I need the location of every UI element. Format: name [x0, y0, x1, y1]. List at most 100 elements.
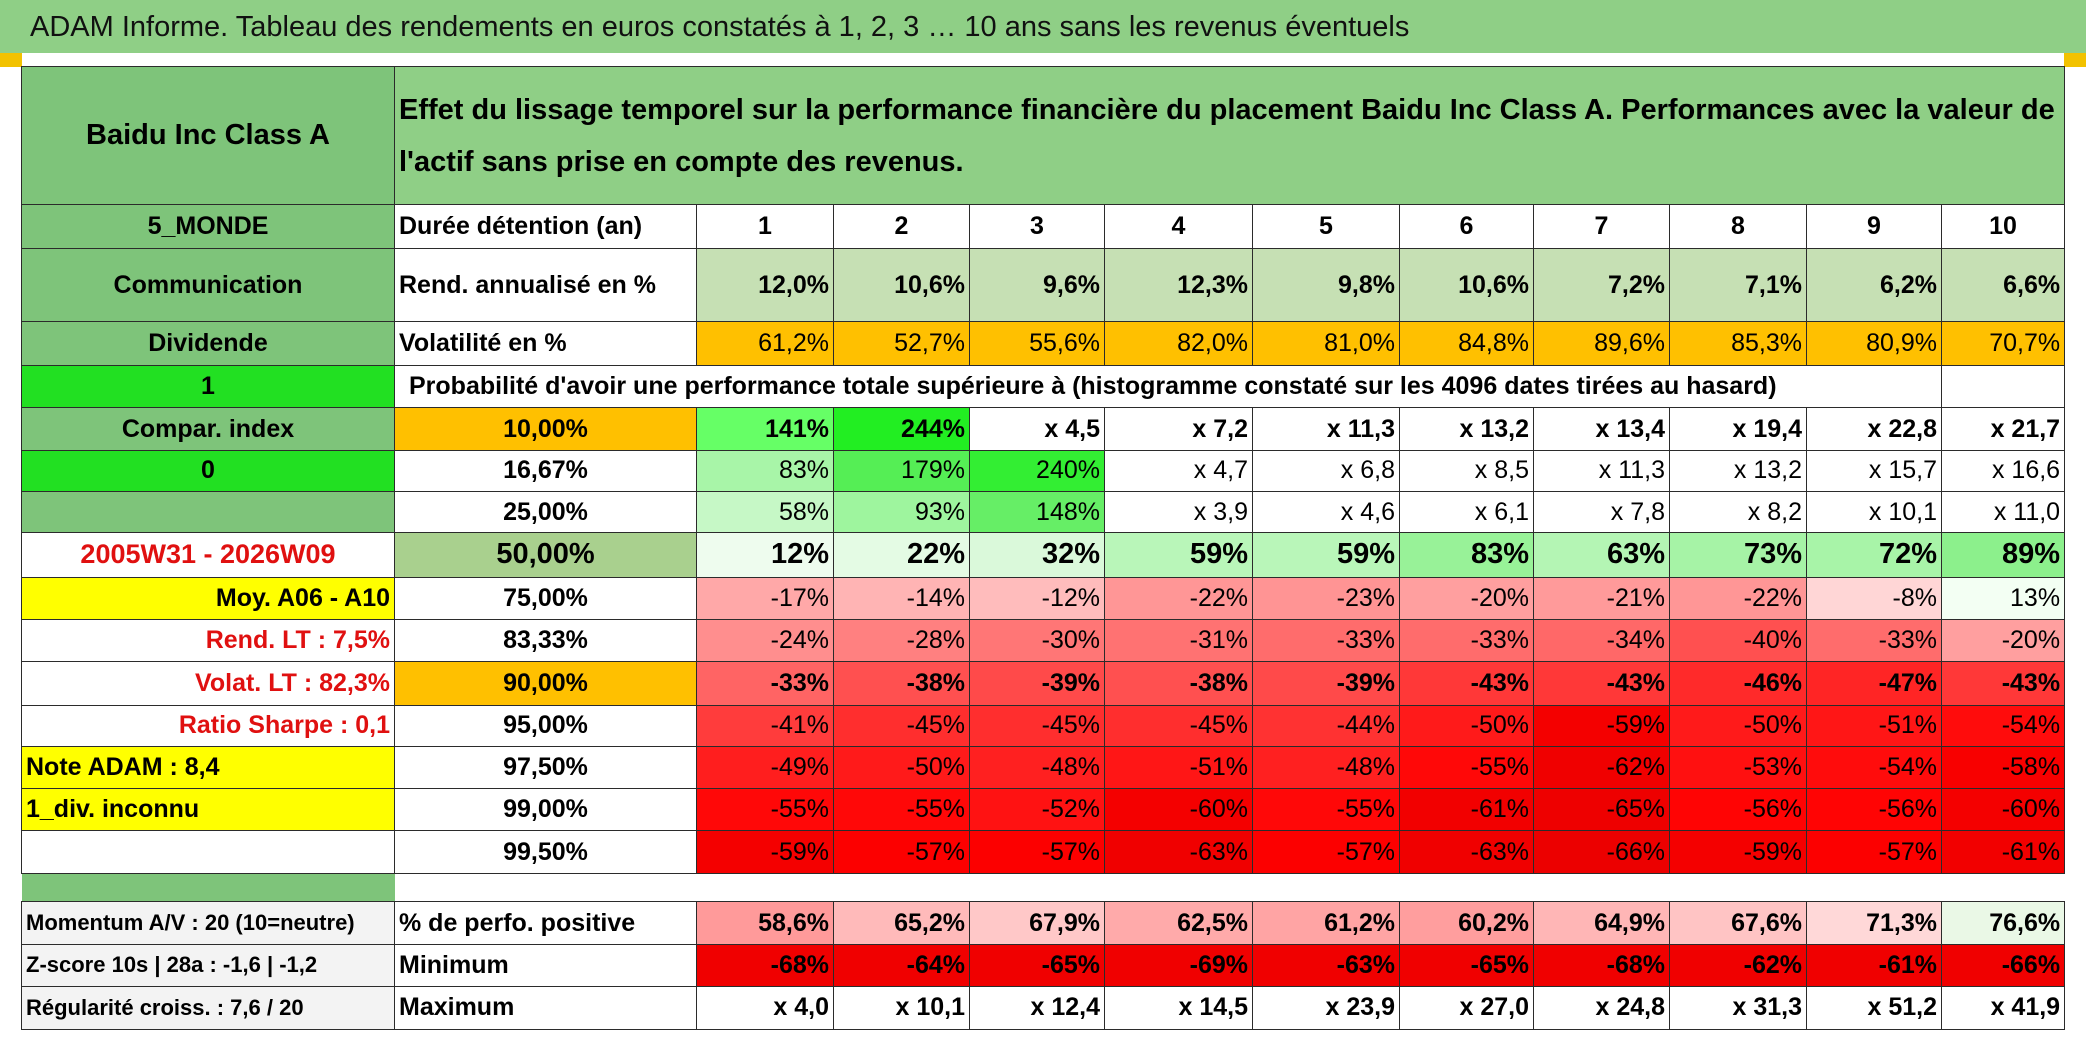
minimum-value: -65% [969, 944, 1105, 987]
note-adam-cell: Note ADAM : 8,4 [21, 745, 395, 790]
probability-value: -50% [1399, 704, 1534, 747]
probability-value: x 10,1 [1806, 491, 1942, 534]
year-header: 2 [833, 203, 970, 250]
probability-value: -52% [969, 788, 1105, 832]
compar-index-cell[interactable]: Compar. index [21, 407, 395, 451]
probability-value: -54% [1806, 745, 1942, 790]
probability-value: 72% [1806, 532, 1942, 578]
probability-value: -51% [1806, 704, 1942, 747]
volatilite-value: 80,9% [1806, 320, 1942, 367]
probability-value: -23% [1252, 576, 1400, 620]
spacer-row [21, 872, 2065, 902]
footer-row: Régularité croiss. : 7,6 / 20 Maximum x 4,… [21, 985, 2066, 1031]
threshold-cell: 10,00% [394, 407, 697, 451]
minimum-value: -68% [696, 944, 834, 987]
asset-name-cell[interactable]: Baidu Inc Class A [21, 66, 395, 205]
probability-value: x 4,5 [969, 407, 1105, 451]
income-type-cell[interactable]: Dividende [21, 320, 395, 367]
probability-value: 13% [1940, 576, 2066, 620]
volatilite-value: 84,8% [1399, 320, 1534, 367]
year-header: 1 [696, 203, 834, 250]
rendement-value: 6,2% [1806, 248, 1942, 322]
probability-value: -31% [1104, 618, 1253, 663]
probability-value: -33% [696, 661, 834, 706]
probability-value: 73% [1669, 532, 1807, 578]
rendement-value: 10,6% [833, 248, 970, 322]
minimum-value: -68% [1533, 944, 1670, 987]
probability-value: x 19,4 [1669, 407, 1807, 451]
probability-value: -57% [969, 830, 1105, 874]
probability-value: x 11,3 [1252, 407, 1400, 451]
flag-zero-cell[interactable]: 0 [21, 449, 395, 493]
probability-value: x 7,8 [1533, 491, 1670, 534]
probability-value: -20% [1399, 576, 1534, 620]
probability-value: -63% [1399, 830, 1534, 874]
year-header: 9 [1806, 203, 1942, 250]
probability-value: x 4,7 [1104, 449, 1253, 493]
probability-value: -59% [696, 830, 834, 874]
probability-value: x 11,3 [1533, 449, 1670, 493]
probability-row: 1_div. inconnu 99,00% -55% -55% -52% -60% -55%… [21, 788, 2066, 832]
div-info-cell: 1_div. inconnu [21, 788, 395, 832]
frame-corner-right [2064, 53, 2086, 67]
year-header: 3 [969, 203, 1105, 250]
positive-value: 65,2% [833, 900, 970, 946]
rendement-value: 10,6% [1399, 248, 1534, 322]
spacer-cell [394, 872, 2065, 902]
threshold-cell: 16,67% [394, 449, 697, 493]
probability-value: -43% [1940, 661, 2066, 706]
frame-corner-left [0, 53, 22, 67]
rendement-value: 9,8% [1252, 248, 1400, 322]
threshold-cell: 90,00% [394, 661, 697, 706]
maximum-value: x 10,1 [833, 985, 970, 1031]
probability-row: Note ADAM : 8,4 97,50% -49% -50% -48% -51% -48… [21, 745, 2066, 790]
probability-value: -56% [1669, 788, 1807, 832]
positive-value: 61,2% [1252, 900, 1400, 946]
threshold-cell: 99,00% [394, 788, 697, 832]
spacer-green-cell [21, 873, 395, 902]
probability-value: -40% [1669, 618, 1807, 663]
probability-row: 2005W31 - 2026W09 50,00% 12% 22% 32% 59% 59% 83… [21, 532, 2066, 578]
volatilite-label: Volatilité en % [394, 320, 697, 367]
probability-value: -60% [1104, 788, 1253, 832]
probability-value: -60% [1940, 788, 2066, 832]
probability-value: -30% [969, 618, 1105, 663]
probability-value: -38% [833, 661, 970, 706]
maximum-value: x 12,4 [969, 985, 1105, 1031]
maximum-value: x 4,0 [696, 985, 834, 1031]
positive-value: 58,6% [696, 900, 834, 946]
sector-cell[interactable]: Communication [21, 248, 395, 322]
probability-value: -33% [1252, 618, 1400, 663]
probability-value: 179% [833, 449, 970, 493]
rend-lt-cell: Rend. LT : 7,5% [21, 618, 395, 663]
probability-value: -47% [1806, 661, 1942, 706]
probability-value: -14% [833, 576, 970, 620]
threshold-cell: 95,00% [394, 704, 697, 747]
probability-value: -39% [1252, 661, 1400, 706]
probability-value: -12% [969, 576, 1105, 620]
probability-value: -41% [696, 704, 834, 747]
probability-value: -38% [1104, 661, 1253, 706]
volatilite-value: 85,3% [1669, 320, 1807, 367]
positive-value: 76,6% [1940, 900, 2066, 946]
probability-row: Compar. index 10,00% 141% 244% x 4,5 x 7,2 x 1… [21, 407, 2066, 451]
flag-one-cell[interactable]: 1 [21, 365, 395, 409]
report-title: ADAM Informe. Tableau des rendements en … [0, 0, 2086, 53]
maximum-value: x 24,8 [1533, 985, 1670, 1031]
probability-value: 83% [696, 449, 834, 493]
year-header: 7 [1533, 203, 1670, 250]
duration-label: Durée détention (an) [394, 203, 697, 250]
probability-row: Moy. A06 - A10 75,00% -17% -14% -12% -22% -23%… [21, 576, 2066, 620]
probability-row: 0 16,67% 83% 179% 240% x 4,7 x 6,8 x 8,5 x 11,3 x… [21, 449, 2066, 493]
probability-value: 58% [696, 491, 834, 534]
year-header: 5 [1252, 203, 1400, 250]
probability-value: -22% [1104, 576, 1253, 620]
probability-value: -55% [696, 788, 834, 832]
probability-value: 89% [1940, 532, 2066, 578]
probability-value: -57% [833, 830, 970, 874]
description-cell: Effet du lissage temporel sur la perform… [393, 66, 2066, 205]
probability-value: x 16,6 [1940, 449, 2066, 493]
region-cell[interactable]: 5_MONDE [21, 203, 395, 250]
rendement-value: 12,0% [696, 248, 834, 322]
probability-value: -22% [1669, 576, 1807, 620]
